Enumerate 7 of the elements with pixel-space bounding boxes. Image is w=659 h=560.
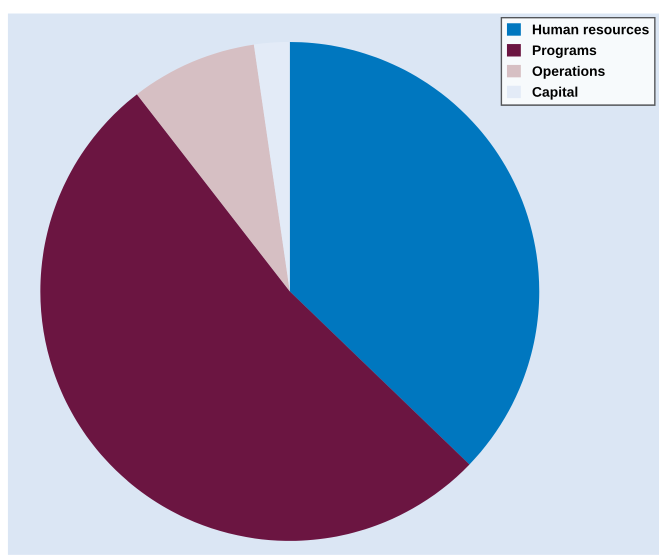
pie-slice [254,42,290,292]
legend-label: Capital [532,86,578,100]
pie-slice [40,94,470,541]
pie-slice [136,44,290,292]
legend-label: Operations [532,66,605,79]
legend-label: Human resources [532,24,649,34]
legend-label: Programs [532,45,596,58]
